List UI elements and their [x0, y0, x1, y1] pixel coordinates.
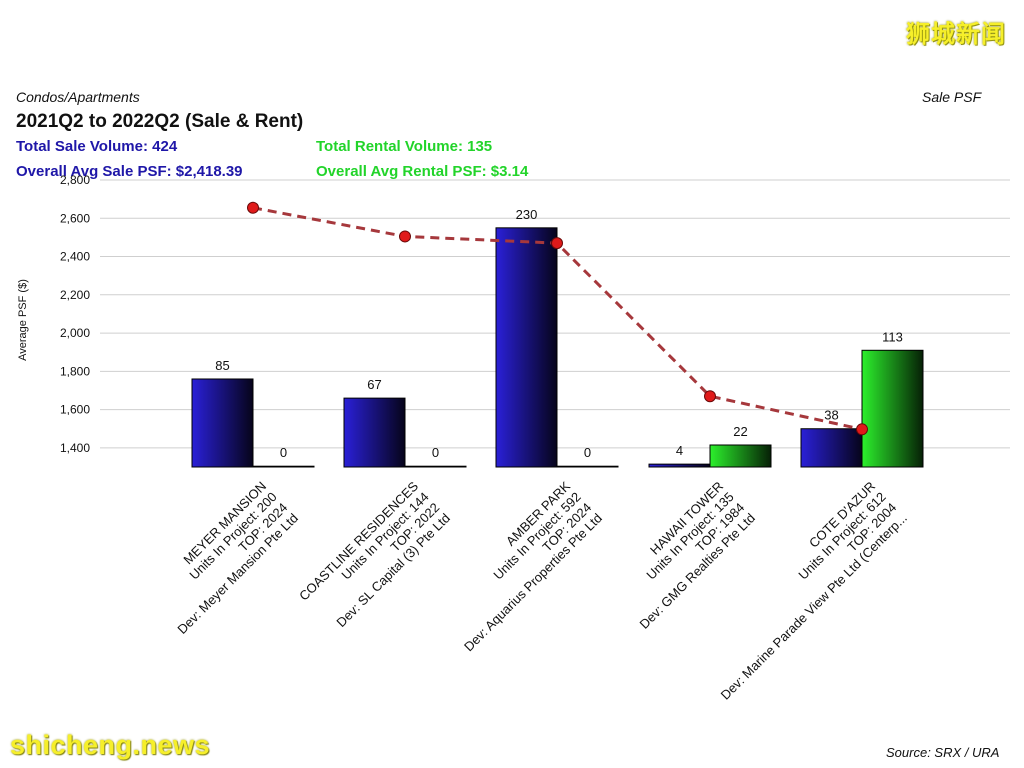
sale-bar-label: 38: [824, 408, 838, 423]
watermark-top: 狮城新闻: [906, 20, 1006, 48]
rent-bar: [709, 444, 772, 468]
rent-bar-label: 0: [432, 445, 439, 460]
y-axis-label: Average PSF ($): [17, 279, 29, 361]
total-sale-volume: Total Sale Volume: 424: [16, 138, 178, 155]
sale-psf-point: [551, 237, 563, 250]
sale-psf-point: [247, 201, 259, 214]
y-tick-label: 1,600: [60, 403, 90, 417]
bars: [191, 227, 924, 468]
sale-bar-label: 67: [367, 377, 381, 392]
sale-psf-point: [856, 423, 868, 436]
y-tick-label: 2,200: [60, 288, 90, 302]
bar-labels: 85 0 67 0 230 0 4 22 38 113: [215, 207, 903, 460]
sale-psf-point: [704, 390, 716, 403]
sale-bar: [648, 463, 711, 468]
chart-category: Condos/Apartments: [16, 89, 140, 105]
sale-bar: [495, 227, 558, 468]
rent-bar-label: 22: [733, 424, 747, 439]
chart-title: 2021Q2 to 2022Q2 (Sale & Rent): [16, 111, 304, 132]
watermark-bottom: shicheng.news: [10, 730, 211, 760]
chart-metric-label: Sale PSF: [922, 89, 982, 105]
sale-bar-label: 230: [516, 207, 538, 222]
y-tick-label: 1,400: [60, 441, 90, 455]
rent-bar: [404, 465, 467, 468]
y-tick-label: 2,000: [60, 326, 90, 340]
sale-psf-line: [247, 201, 868, 436]
rent-bar: [252, 465, 315, 468]
rent-bar: [556, 465, 619, 468]
sale-bar: [343, 397, 406, 468]
avg-sale-psf: Overall Avg Sale PSF: $2,418.39: [16, 163, 243, 180]
avg-rental-psf: Overall Avg Rental PSF: $3.14: [316, 163, 529, 180]
y-axis: 1,400 1,600 1,800 2,000 2,200 2,400 2,600 2,800: [60, 173, 90, 455]
chart-source: Source: SRX / URA: [886, 745, 1000, 760]
y-tick-label: 2,600: [60, 211, 90, 225]
rent-bar-label: 0: [280, 445, 287, 460]
y-tick-label: 2,400: [60, 250, 90, 264]
rent-bar: [861, 349, 924, 468]
sale-psf-point: [399, 230, 411, 243]
y-tick-label: 2,800: [60, 173, 90, 187]
rent-bar-label: 113: [882, 329, 903, 344]
sale-bar: [191, 378, 254, 468]
rent-bar-label: 0: [584, 445, 591, 460]
total-rental-volume: Total Rental Volume: 135: [316, 138, 493, 155]
sale-bar-label: 4: [676, 443, 683, 458]
sale-bar: [800, 428, 863, 468]
sale-bar-label: 85: [215, 358, 229, 373]
y-tick-label: 1,800: [60, 364, 90, 378]
